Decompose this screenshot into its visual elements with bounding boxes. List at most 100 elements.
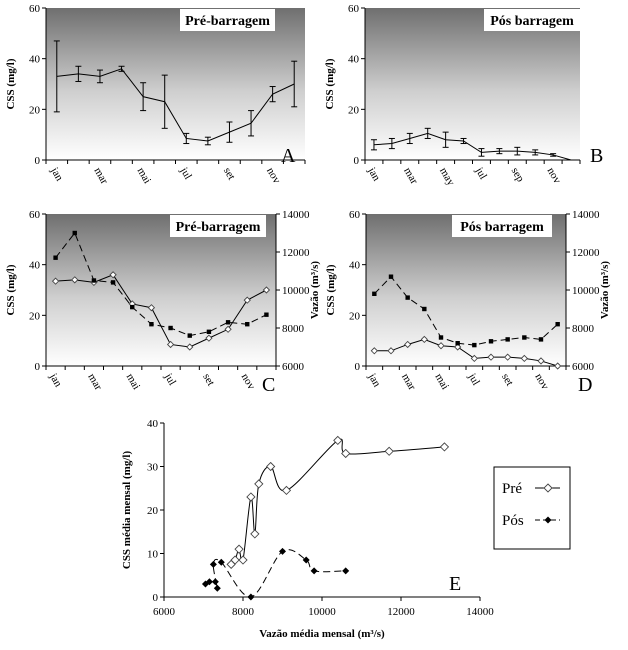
x-tick-label: 12000 [387,606,415,618]
legend-box [493,466,571,550]
data-point [504,353,512,361]
title-box [180,9,275,31]
series-line [55,232,267,337]
x-tick-label: jul [177,165,194,182]
y-tick-label: 40 [29,260,41,272]
panel-letter: A [281,145,296,167]
data-point [437,342,445,350]
data-point [254,479,264,489]
title-box [170,215,266,237]
y-tick-label: 20 [147,505,159,517]
x-tick-label: mai [124,372,143,392]
y2-tick-label: 12000 [282,247,310,259]
series-Pré [226,435,450,570]
y-tick-label: 0 [153,592,159,604]
y-tick-label: 20 [29,104,41,116]
y-tick-label: 0 [35,155,41,167]
data-point [387,347,395,355]
x-tick-label: jan [365,165,383,184]
series-0 [370,127,572,161]
x-tick-label: jul [161,371,178,388]
plot-area [46,214,276,366]
x-tick-label: 14000 [466,606,494,618]
data-point [211,578,219,586]
data-point [109,271,117,279]
data-point [225,320,231,325]
x-tick-label: nov [239,372,258,393]
data-point [71,276,79,284]
series-1 [372,274,560,348]
data-point [187,333,192,338]
y2-axis-label: Vazão (m³/s) [309,261,321,320]
y-axis-label: CSS (mg/l) [5,264,17,315]
series-curve [205,549,346,598]
y-tick-label: 30 [147,462,159,474]
data-point [130,304,135,310]
data-point [342,567,350,575]
data-point [217,558,225,566]
x-tick-label: mai [432,372,451,392]
data-point [522,335,527,340]
data-point [149,322,154,327]
data-point [341,448,351,459]
data-point [250,529,260,539]
x-tick-label: 6000 [153,606,176,618]
panel-title: Pós barragem [490,14,574,29]
data-point [472,342,477,348]
data-point [455,341,460,346]
y-tick-label: 40 [147,418,159,430]
data-point [404,340,412,349]
x-tick-label: mar [401,166,420,187]
y-axis-label: CSS (mg/l) [5,58,17,109]
y-axis-label: CSS (mg/l) [324,58,336,109]
y2-tick-label: 14000 [282,209,310,221]
data-point [53,255,58,260]
y2-tick-label: 6000 [572,361,595,373]
data-point [370,347,378,355]
x-tick-label: nov [264,166,283,187]
y2-tick-label: 6000 [282,361,305,373]
x-axis-label: Vazão média mensal (m³/s) [259,628,385,640]
x-tick-label: jan [48,165,66,184]
series-line [56,68,295,142]
data-point [247,593,255,601]
panel-a: 0 20 40 60 jan mar mai jul set nov CSS (mg/l) Pré-b… [5,3,306,187]
series-Pós [201,547,350,601]
x-tick-label: mar [91,166,110,187]
plot-area [46,8,305,160]
y-axis-label: CSS (mg/l) [325,264,337,315]
data-point [224,325,232,333]
data-point [310,567,318,575]
data-point [213,584,221,592]
panel-title: Pré-barragem [185,14,270,29]
legend-marker [543,483,553,493]
y2-tick-label: 8000 [282,323,305,335]
data-point [205,578,213,586]
data-point [243,296,251,304]
data-point [281,485,292,496]
title-box [452,215,552,237]
y-tick-label: 40 [349,260,361,272]
x-tick-label: sep [509,166,527,185]
data-point [72,230,77,236]
data-point [51,277,60,285]
y2-tick-label: 8000 [572,323,595,335]
data-point [266,461,276,472]
y2-axis-label: Vazão (m³/s) [599,261,611,320]
legend-e: Pré Pós [493,466,571,550]
series-0 [370,335,562,370]
panel-c: 0 20 40 60 6000 8000 10000 12000 14000 jan mar mai j… [5,209,321,396]
x-tick-label: mar [85,372,104,393]
series-line [373,132,572,161]
x-tick-label: set [499,372,516,389]
data-point [238,555,248,565]
series-curve [230,438,445,565]
y-tick-label: 20 [348,104,360,116]
legend-marker [544,516,552,524]
data-point [372,291,377,296]
data-point [422,306,427,312]
plot-area [365,8,580,160]
series-1 [53,230,269,338]
y-tick-label: 60 [349,209,361,221]
